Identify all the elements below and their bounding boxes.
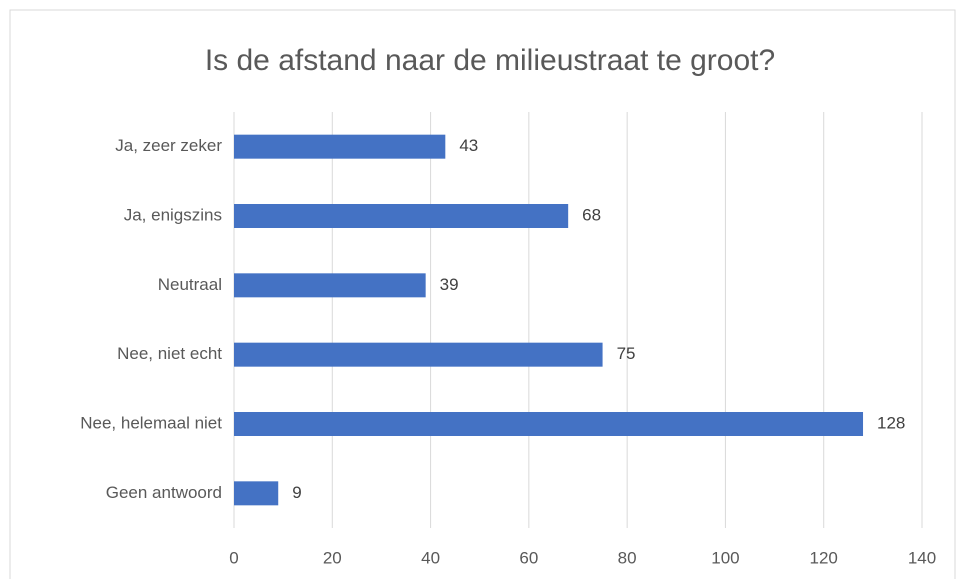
data-label: 9 [292, 483, 301, 502]
x-tick-label: 40 [421, 548, 440, 567]
data-label: 43 [459, 136, 478, 155]
x-tick-label: 140 [908, 548, 936, 567]
x-tick-label: 120 [810, 548, 838, 567]
x-tick-label: 60 [519, 548, 538, 567]
x-tick-label: 0 [229, 548, 238, 567]
bar [234, 273, 426, 298]
data-label: 75 [617, 344, 636, 363]
y-tick-label: Neutraal [158, 275, 222, 294]
y-tick-label: Ja, zeer zeker [115, 136, 222, 155]
chart-title: Is de afstand naar de milieustraat te gr… [205, 44, 775, 77]
bar [234, 134, 446, 159]
bar [234, 412, 864, 436]
data-label: 39 [440, 275, 459, 294]
bar [234, 481, 279, 506]
data-label: 128 [877, 413, 905, 432]
chart-border [9, 9, 956, 579]
bar [234, 204, 569, 228]
data-label: 68 [582, 205, 601, 224]
bar [234, 342, 603, 367]
x-tick-label: 80 [618, 548, 637, 567]
x-tick-label: 20 [323, 548, 342, 567]
y-tick-label: Geen antwoord [106, 483, 222, 502]
y-tick-label: Ja, enigszins [124, 205, 222, 224]
y-tick-label: Nee, niet echt [117, 344, 222, 363]
y-tick-label: Nee, helemaal niet [80, 413, 222, 432]
x-tick-label: 100 [711, 548, 739, 567]
